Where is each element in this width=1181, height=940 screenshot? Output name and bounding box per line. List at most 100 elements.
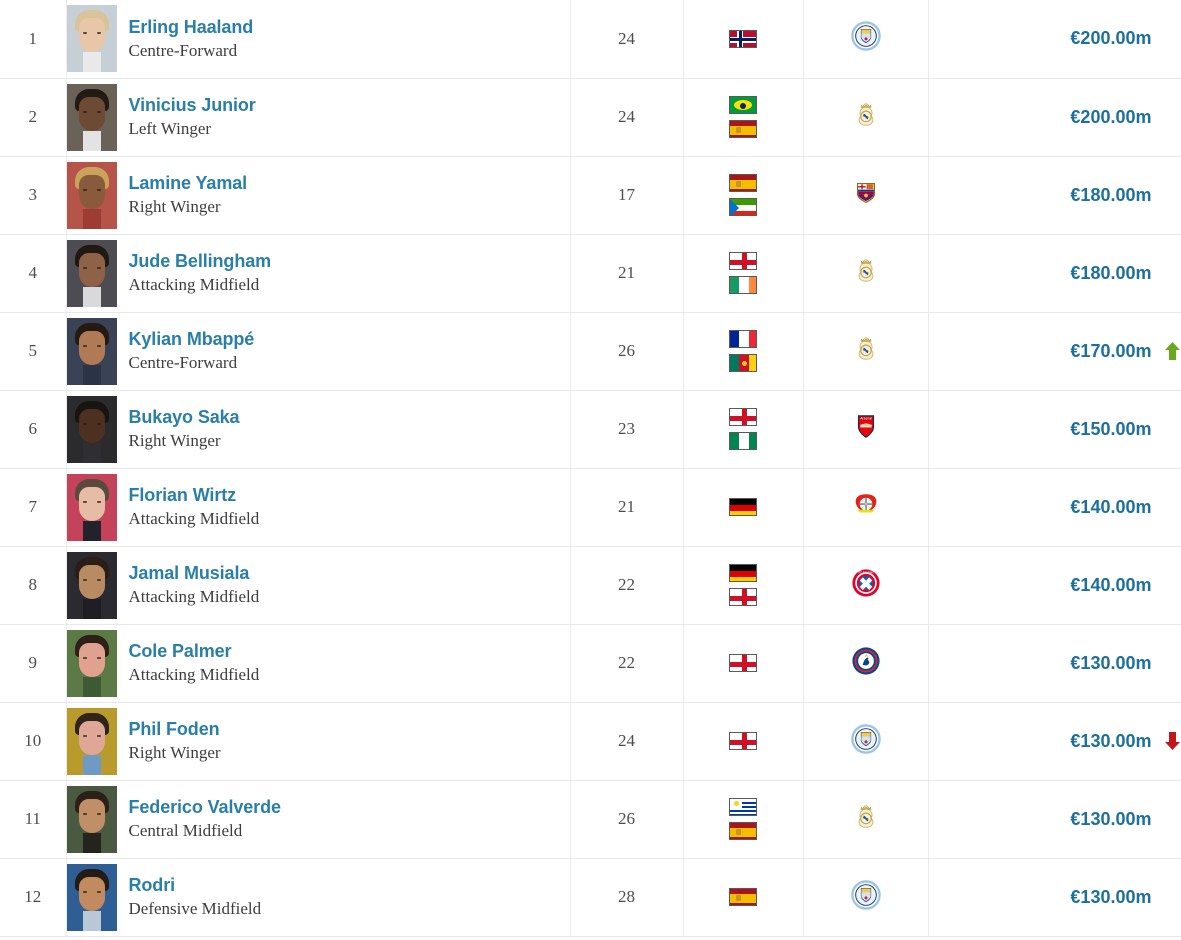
rank-value: 10 (24, 731, 42, 750)
svg-text:Arsenal: Arsenal (860, 416, 872, 420)
club-crest-icon[interactable] (851, 646, 881, 676)
player-name-link[interactable]: Cole Palmer (128, 641, 232, 662)
table-row[interactable]: 5 Kylian Mbappé Centre-Forward 26 €170.00m (0, 312, 1181, 391)
club-crest-icon[interactable] (851, 334, 881, 364)
club-crest-icon[interactable] (851, 802, 881, 832)
player-name-link[interactable]: Erling Haaland (128, 17, 254, 38)
flag-icon-norway (729, 29, 757, 48)
age-value: 24 (618, 107, 635, 126)
player-name-link[interactable]: Jamal Musiala (128, 563, 250, 584)
flag-stack (684, 408, 803, 450)
market-value-cell: €130.00m (928, 624, 1181, 703)
club-crest-icon[interactable] (851, 256, 881, 286)
club-crest-icon[interactable] (850, 723, 881, 754)
player-position: Centre-Forward (128, 40, 238, 60)
player-portrait[interactable] (66, 317, 117, 385)
club-cell (803, 0, 929, 79)
table-row[interactable]: 3 Lamine Yamal Right Winger 17 €180.00m (0, 156, 1181, 235)
player-portrait[interactable] (66, 629, 117, 697)
market-value-cell: €200.00m (928, 78, 1181, 157)
table-row[interactable]: 9 Cole Palmer Attacking Midfield 22 €130.00m (0, 624, 1181, 703)
flag-stack (684, 564, 803, 606)
player-position: Centre-Forward (128, 353, 238, 373)
club-crest-icon[interactable]: FC BAYERN (851, 568, 881, 598)
club-crest-icon[interactable] (851, 490, 881, 520)
player-portrait[interactable] (66, 785, 117, 853)
flag-stack (684, 96, 803, 138)
age-value: 22 (618, 653, 635, 672)
rank-value: 8 (28, 575, 38, 594)
club-crest-icon[interactable]: Arsenal (851, 412, 881, 442)
player-name-link[interactable]: Jude Bellingham (128, 251, 272, 272)
player-name-link[interactable]: Phil Foden (128, 719, 220, 740)
player-name-link[interactable]: Kylian Mbappé (128, 329, 255, 350)
club-crest-icon[interactable] (850, 879, 881, 910)
player-portrait[interactable] (66, 707, 117, 775)
flag-stack (684, 498, 803, 516)
market-value-link[interactable]: €130.00m (1070, 652, 1152, 673)
player-portrait[interactable] (66, 473, 117, 541)
player-name-link[interactable]: Florian Wirtz (128, 485, 237, 506)
flag-stack (684, 252, 803, 294)
player-name-link[interactable]: Rodri (128, 875, 176, 896)
flag-icon-cameroon (729, 354, 757, 372)
player-name-link[interactable]: Bukayo Saka (128, 407, 240, 428)
market-value-link[interactable]: €180.00m (1070, 184, 1152, 205)
player-cell: Vinicius Junior Left Winger (66, 78, 571, 157)
player-portrait[interactable] (66, 83, 117, 151)
market-value-link[interactable]: €200.00m (1070, 28, 1152, 49)
player-position: Attacking Midfield (128, 665, 260, 685)
rank-value: 9 (28, 653, 38, 672)
table-row[interactable]: 11 Federico Valverde Central Midfield 26 €13… (0, 780, 1181, 859)
rank-cell: 9 (0, 624, 67, 703)
market-value-link[interactable]: €130.00m (1070, 808, 1152, 829)
age-cell: 24 (570, 702, 684, 781)
flag-icon-england (729, 252, 757, 270)
player-portrait[interactable] (66, 863, 117, 931)
player-name-link[interactable]: Federico Valverde (128, 797, 281, 818)
player-portrait[interactable] (66, 161, 117, 229)
market-value-link[interactable]: €130.00m (1070, 730, 1152, 751)
player-cell: Kylian Mbappé Centre-Forward (66, 312, 571, 391)
rank-cell: 7 (0, 468, 67, 547)
player-name-link[interactable]: Vinicius Junior (128, 95, 256, 116)
club-crest-icon[interactable] (850, 21, 881, 52)
rank-value: 6 (28, 419, 38, 438)
table-row[interactable]: 1 Erling Haaland Centre-Forward 24 €200.00m (0, 0, 1181, 79)
table-row[interactable]: 7 Florian Wirtz Attacking Midfield 21 €140.0… (0, 468, 1181, 547)
market-value-link[interactable]: €140.00m (1070, 496, 1152, 517)
player-portrait[interactable] (66, 239, 117, 307)
club-crest-icon[interactable] (851, 100, 881, 130)
market-value-link[interactable]: €170.00m (1070, 340, 1152, 361)
age-cell: 26 (570, 312, 684, 391)
nationality-cell (683, 0, 804, 79)
table-row[interactable]: 8 Jamal Musiala Attacking Midfield 22 FC BAY… (0, 546, 1181, 625)
nationality-cell (683, 858, 804, 937)
table-row[interactable]: 12 Rodri Defensive Midfield 28 €130.00m (0, 858, 1181, 937)
player-portrait[interactable] (66, 395, 117, 463)
player-portrait[interactable] (66, 5, 117, 73)
flag-icon-brazil (729, 96, 757, 114)
age-value: 21 (618, 263, 635, 282)
club-crest-icon[interactable] (851, 178, 881, 208)
market-value-link[interactable]: €140.00m (1070, 574, 1152, 595)
market-value-cell: €180.00m (928, 234, 1181, 313)
table-row[interactable]: 4 Jude Bellingham Attacking Midfield 21 €180… (0, 234, 1181, 313)
market-value-cell: €140.00m (928, 468, 1181, 547)
player-name-link[interactable]: Lamine Yamal (128, 173, 248, 194)
age-value: 24 (618, 28, 635, 48)
rank-cell: 12 (0, 858, 67, 937)
market-value-link[interactable]: €130.00m (1070, 886, 1152, 907)
market-value-link[interactable]: €180.00m (1070, 262, 1152, 283)
club-cell: FC BAYERN (803, 546, 929, 625)
market-value-link[interactable]: €200.00m (1070, 106, 1152, 127)
rank-value: 1 (28, 28, 38, 48)
table-row[interactable]: 2 Vinicius Junior Left Winger 24 €200.00m (0, 78, 1181, 157)
age-cell: 22 (570, 546, 684, 625)
market-value-link[interactable]: €150.00m (1070, 418, 1152, 439)
flag-icon-spain (729, 822, 757, 840)
age-cell: 24 (570, 78, 684, 157)
table-row[interactable]: 10 Phil Foden Right Winger 24 €130.00m (0, 702, 1181, 781)
player-portrait[interactable] (66, 551, 117, 619)
table-row[interactable]: 6 Bukayo Saka Right Winger 23 Arsenal €150.00… (0, 390, 1181, 469)
